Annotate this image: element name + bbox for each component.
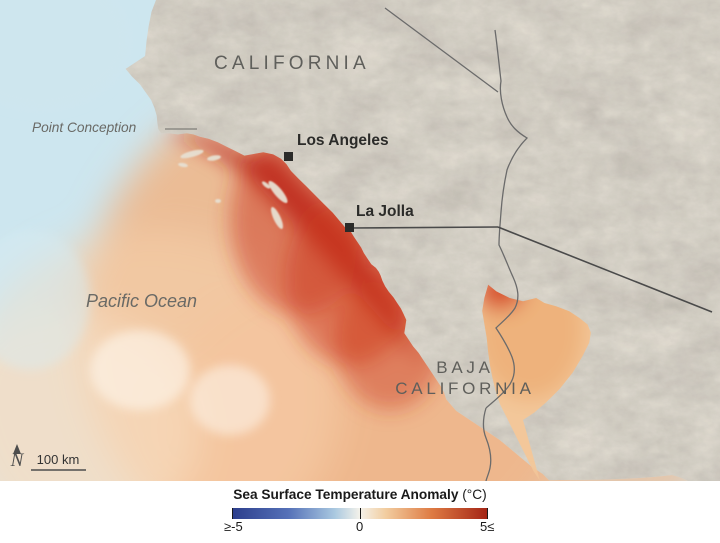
svg-text:100 km: 100 km	[37, 452, 80, 467]
svg-text:N: N	[10, 450, 25, 471]
